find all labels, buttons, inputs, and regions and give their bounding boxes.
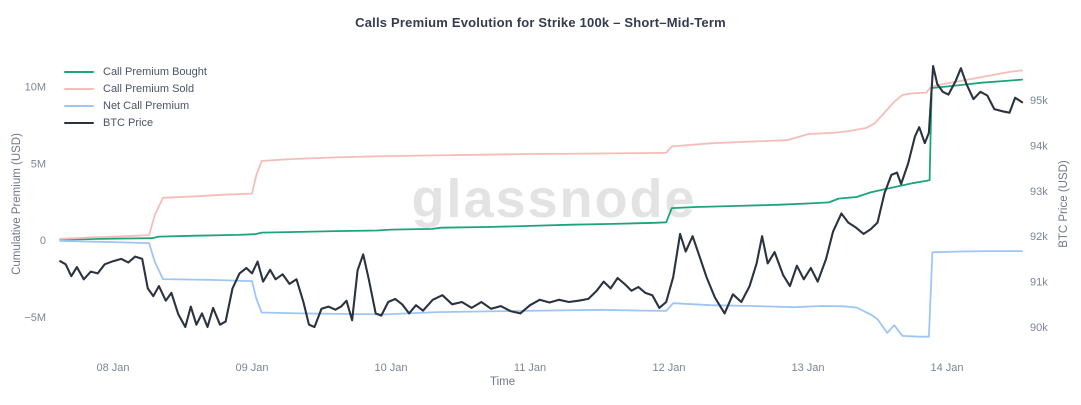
x-axis-tick: 08 Jan xyxy=(96,362,129,374)
right-axis-tick: 93k xyxy=(1030,186,1048,198)
legend-item-call-premium-bought[interactable]: Call Premium Bought xyxy=(64,63,207,80)
legend: Call Premium Bought Call Premium Sold Ne… xyxy=(64,63,207,131)
right-axis-title: BTC Price (USD) xyxy=(1058,160,1070,248)
x-axis-tick: 14 Jan xyxy=(930,362,963,374)
series-line-call-premium-sold xyxy=(59,69,1023,240)
left-axis-title: Cumulative Premium (USD) xyxy=(11,133,23,275)
x-axis-tick: 10 Jan xyxy=(374,362,407,374)
left-axis-tick: 5M xyxy=(31,158,46,170)
legend-item-net-call-premium[interactable]: Net Call Premium xyxy=(64,97,207,114)
legend-swatch-pink-icon xyxy=(64,87,94,90)
left-axis-tick: 10M xyxy=(25,82,46,94)
legend-swatch-blue-icon xyxy=(64,104,94,107)
chart-title: Calls Premium Evolution for Strike 100k … xyxy=(355,15,726,30)
series-line-call-premium-bought xyxy=(59,78,1023,241)
x-axis-tick: 11 Jan xyxy=(514,362,546,374)
legend-label: Call Premium Sold xyxy=(103,82,195,95)
glassnode-watermark: glassnode xyxy=(411,169,697,229)
left-axis-tick: 0 xyxy=(40,235,46,247)
x-axis-tick: 13 Jan xyxy=(791,362,824,374)
legend-label: Call Premium Bought xyxy=(103,65,207,78)
x-axis-title: Time xyxy=(490,376,516,388)
x-axis-tick: 09 Jan xyxy=(235,362,268,374)
right-axis-tick: 90k xyxy=(1030,322,1048,334)
legend-label: Net Call Premium xyxy=(103,99,190,112)
legend-swatch-green-icon xyxy=(64,70,94,73)
series-line-net-call-premium xyxy=(59,239,1023,338)
legend-label: BTC Price xyxy=(103,116,154,129)
right-axis-tick: 94k xyxy=(1030,140,1048,152)
series-line-btc-price xyxy=(59,64,1024,329)
x-axis-tick: 12 Jan xyxy=(652,362,685,374)
legend-item-btc-price[interactable]: BTC Price xyxy=(64,114,207,131)
left-axis-tick: −5M xyxy=(24,312,46,324)
legend-item-call-premium-sold[interactable]: Call Premium Sold xyxy=(64,80,207,97)
legend-swatch-dark-icon xyxy=(64,121,94,124)
right-axis-tick: 92k xyxy=(1030,231,1048,243)
right-axis-tick: 95k xyxy=(1030,95,1048,107)
right-axis-tick: 91k xyxy=(1030,277,1048,289)
